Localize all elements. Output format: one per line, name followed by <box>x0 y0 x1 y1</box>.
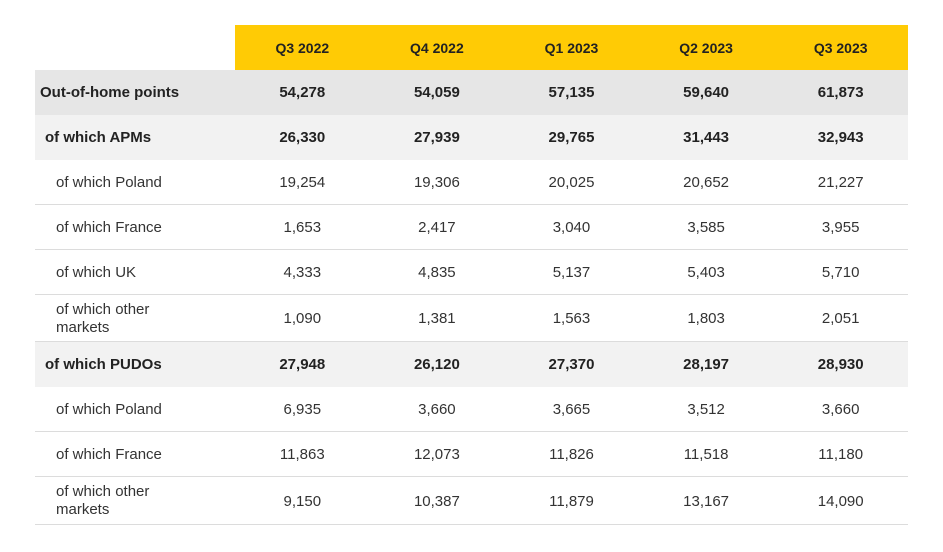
value-cell: 19,254 <box>279 174 326 191</box>
table-row: of which Poland 19,254 19,306 20,025 20,652 2… <box>35 160 908 205</box>
value-cell: 2,051 <box>821 310 860 327</box>
value-cell: 3,585 <box>687 219 725 236</box>
value-cell: 54,059 <box>413 84 460 101</box>
value-cell: 4,333 <box>283 264 322 281</box>
value-cell: 29,765 <box>548 129 595 146</box>
value-cell: 13,167 <box>683 492 730 510</box>
value-cell: 12,073 <box>413 446 460 463</box>
row-label: of which PUDOs <box>45 356 162 373</box>
value-cell: 57,135 <box>548 84 595 101</box>
row-label: of which APMs <box>45 129 152 146</box>
table-row: of which Poland 6,935 3,660 3,665 3,512 3,660 <box>35 387 908 432</box>
value-cell: 2,417 <box>418 219 456 236</box>
row-label: of which Poland <box>56 400 162 418</box>
column-header: Q3 2022 <box>235 25 370 70</box>
value-cell: 3,512 <box>687 401 725 418</box>
value-cell: 20,025 <box>548 174 595 191</box>
value-cell: 4,835 <box>418 264 456 281</box>
value-cell: 5,137 <box>552 264 591 281</box>
value-cell: 20,652 <box>683 174 730 191</box>
value-cell: 1,090 <box>283 310 322 327</box>
value-cell: 1,803 <box>687 310 725 327</box>
value-cell: 11,863 <box>279 446 325 463</box>
value-cell: 6,935 <box>283 401 322 418</box>
table-row: of which France 11,863 12,073 11,826 11,518 1… <box>35 432 908 477</box>
value-cell: 19,306 <box>413 174 460 191</box>
value-cell: 27,939 <box>413 129 460 146</box>
column-header: Q4 2022 <box>369 25 505 70</box>
value-cell: 27,370 <box>548 356 595 373</box>
value-cell: 1,653 <box>283 219 322 236</box>
row-label: of which France <box>56 218 162 236</box>
value-cell: 54,278 <box>279 84 326 101</box>
value-cell: 59,640 <box>683 84 730 101</box>
table-row: of which other markets 9,150 10,387 11,879 1… <box>35 477 908 525</box>
value-cell: 3,955 <box>821 219 860 236</box>
table-row: of which PUDOs 27,948 26,120 27,370 28,197 28… <box>35 342 908 387</box>
value-cell: 11,826 <box>549 446 594 463</box>
value-cell: 28,930 <box>817 356 864 373</box>
row-label: of which Poland <box>56 173 162 191</box>
value-cell: 10,387 <box>413 492 460 510</box>
row-label: Out-of-home points <box>40 84 180 101</box>
value-cell: 3,665 <box>552 401 591 418</box>
value-cell: 21,227 <box>817 174 864 191</box>
column-header: Q3 2023 <box>773 25 908 70</box>
value-cell: 28,197 <box>683 356 730 373</box>
row-label: of which UK <box>56 263 137 281</box>
row-label: of which other markets <box>56 483 150 518</box>
value-cell: 3,660 <box>418 401 456 418</box>
value-cell: 3,660 <box>821 401 860 418</box>
value-cell: 26,120 <box>413 356 460 373</box>
value-cell: 31,443 <box>683 129 730 146</box>
table-row: of which UK 4,333 4,835 5,137 5,403 5,710 <box>35 250 908 295</box>
value-cell: 1,563 <box>552 310 591 327</box>
value-cell: 11,180 <box>818 446 864 463</box>
value-cell: 1,381 <box>418 310 456 327</box>
value-cell: 14,090 <box>817 492 864 510</box>
table-row: Out-of-home points 54,278 54,059 57,135 59,6… <box>35 70 908 115</box>
value-cell: 27,948 <box>279 356 326 373</box>
value-cell: 5,710 <box>821 264 860 281</box>
value-cell: 32,943 <box>817 129 864 146</box>
column-header: Q1 2023 <box>504 25 639 70</box>
column-header: Q2 2023 <box>638 25 774 70</box>
table-row: of which France 1,653 2,417 3,040 3,585 3,955 <box>35 205 908 250</box>
value-cell: 61,873 <box>817 84 864 101</box>
value-cell: 3,040 <box>552 219 591 236</box>
table-row: of which APMs 26,330 27,939 29,765 31,443 32,… <box>35 115 908 160</box>
row-label: of which other markets <box>56 300 150 336</box>
value-cell: 5,403 <box>687 264 725 281</box>
value-cell: 26,330 <box>279 129 326 146</box>
value-cell: 11,518 <box>683 446 729 463</box>
row-label: of which France <box>56 445 162 463</box>
value-cell: 9,150 <box>283 492 322 510</box>
table-row: of which other markets 1,090 1,381 1,563 1,8… <box>35 295 908 342</box>
value-cell: 11,879 <box>549 492 594 510</box>
